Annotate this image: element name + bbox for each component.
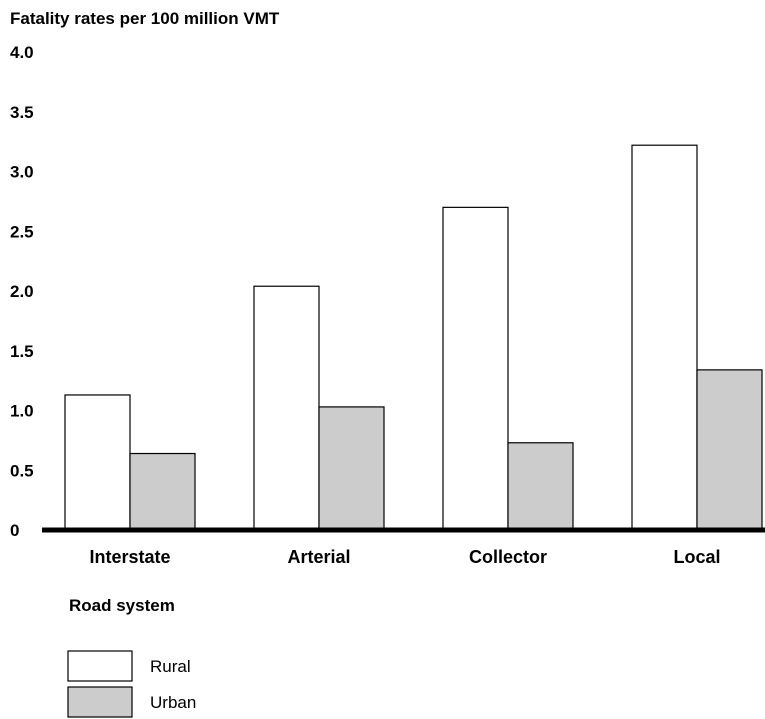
y-tick-label: 4.0	[10, 43, 34, 62]
legend-swatch-urban	[67, 686, 133, 718]
legend-swatch-rural	[67, 650, 133, 682]
legend-label-urban: Urban	[150, 693, 196, 712]
bar-rural-interstate	[64, 394, 131, 531]
category-labels: Interstate Arterial Collector Local	[89, 547, 720, 567]
bar-rural-local	[631, 144, 698, 531]
y-tick-label: 0.5	[10, 461, 34, 480]
y-axis-label: Fatality rates per 100 million VMT	[10, 9, 280, 28]
x-axis-label: Road system	[69, 596, 175, 615]
bar-urban-collector	[507, 442, 574, 531]
y-tick-label: 0	[10, 521, 19, 540]
category-label: Collector	[469, 547, 547, 567]
category-label: Arterial	[287, 547, 350, 567]
bar-rural-arterial	[253, 285, 320, 531]
bar-urban-interstate	[129, 452, 196, 531]
bar-urban-local	[696, 369, 763, 531]
y-tick-label: 2.5	[10, 222, 34, 241]
y-axis-ticks: 0 0.5 1.0 1.5 2.0 2.5 3.0 3.5 4.0	[10, 43, 34, 540]
y-tick-label: 3.0	[10, 163, 34, 182]
y-tick-label: 2.0	[10, 282, 34, 301]
legend: Rural Urban	[67, 650, 196, 718]
category-label: Interstate	[89, 547, 170, 567]
y-tick-label: 3.5	[10, 103, 34, 122]
bar-rural-collector	[442, 206, 509, 531]
bar-urban-arterial	[318, 406, 385, 531]
y-tick-label: 1.5	[10, 342, 34, 361]
category-label: Local	[673, 547, 720, 567]
bars-group	[64, 144, 763, 531]
y-tick-label: 1.0	[10, 402, 34, 421]
legend-label-rural: Rural	[150, 657, 191, 676]
